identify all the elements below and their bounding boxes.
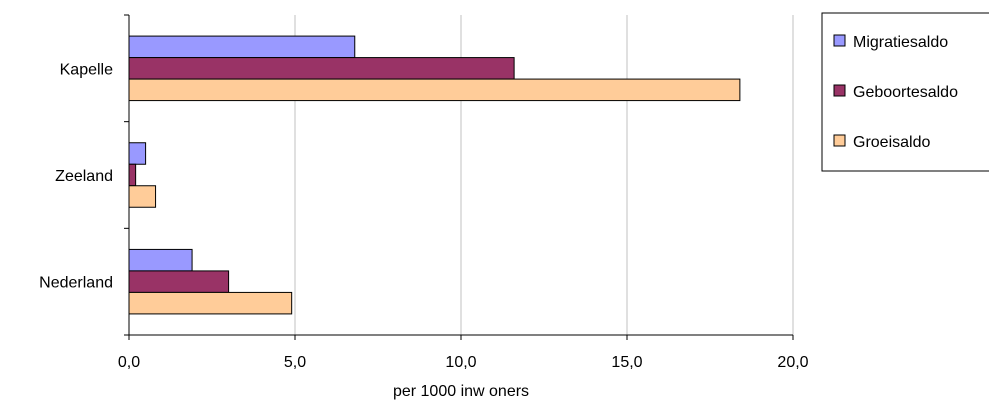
legend-swatch-migratiesaldo [833,34,846,47]
bar-groeisaldo-nederland [128,291,293,315]
bar-geboortesaldo-kapelle [128,57,515,80]
axes [124,14,794,340]
bar-groeisaldo-kapelle [128,78,741,102]
bar-migratiesaldo-kapelle [128,35,356,59]
legend-box [821,12,989,172]
x-tick-labels: 0,0 5,0 10,0 15,0 20,0 [118,354,809,371]
legend-swatch-geboortesaldo [833,84,846,97]
category-labels: Kapelle Zeeland Nederland [39,61,113,291]
bar-migratiesaldo-zeeland [128,142,147,165]
category-label-kapelle: Kapelle [60,61,113,78]
bar-geboortesaldo-zeeland [128,163,137,187]
x-tick-label: 0,0 [118,354,140,371]
bar-geboortesaldo-nederland [128,270,230,293]
category-label-nederland: Nederland [39,275,113,292]
bar-migratiesaldo-nederland [128,248,193,272]
x-tick-label: 5,0 [284,354,306,371]
x-tick-label: 10,0 [445,354,476,371]
bars [128,35,741,315]
bar-groeisaldo-zeeland [128,185,157,208]
legend-label-groeisaldo: Groeisaldo [853,134,930,151]
legend: Migratiesaldo Geboortesaldo Groeisaldo [821,12,989,172]
legend-label-migratiesaldo: Migratiesaldo [853,34,948,51]
legend-label-geboortesaldo: Geboortesaldo [853,84,958,101]
category-label-zeeland: Zeeland [55,168,113,185]
x-tick-label: 15,0 [611,354,642,371]
x-axis-title: per 1000 inw oners [393,383,529,400]
x-tick-label: 20,0 [777,354,808,371]
legend-swatch-groeisaldo [833,134,846,147]
